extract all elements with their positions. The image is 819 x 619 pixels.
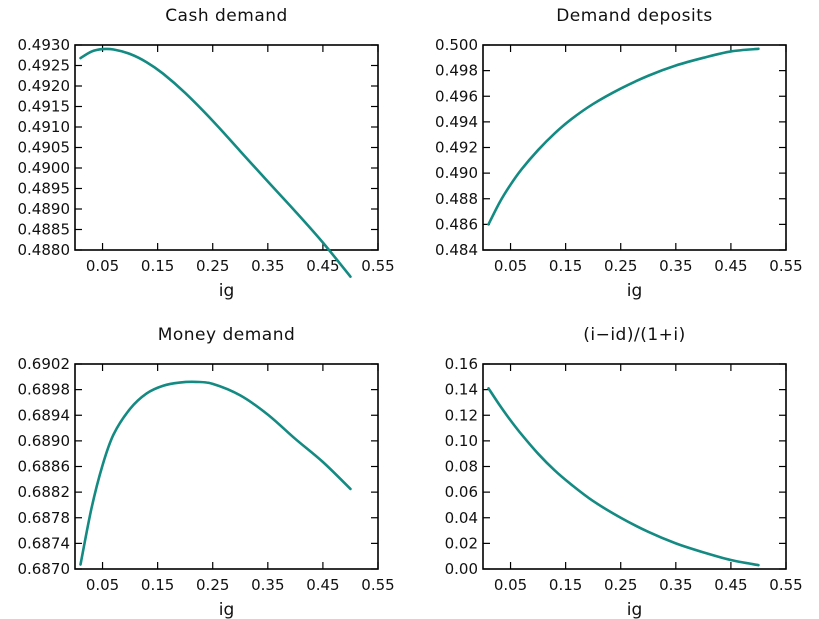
money-demand-y-tick-label: 0.6874 bbox=[18, 534, 71, 552]
demand-deposits-y-tick-label: 0.496 bbox=[435, 87, 478, 105]
cash-demand-x-tick-label: 0.35 bbox=[251, 257, 284, 275]
money-demand-x-tick-label: 0.25 bbox=[196, 576, 229, 594]
demand-deposits-x-tick-label: 0.05 bbox=[494, 257, 527, 275]
demand-deposits-title: Demand deposits bbox=[556, 6, 713, 26]
interest-spread-y-tick-label: 0.14 bbox=[445, 381, 478, 399]
cash-demand-y-tick-label: 0.4880 bbox=[18, 241, 71, 259]
demand-deposits-x-tick-label: 0.55 bbox=[769, 257, 802, 275]
money-demand-series-line bbox=[79, 380, 352, 566]
interest-spread-series-line bbox=[487, 387, 760, 567]
money-demand-y-tick-label: 0.6898 bbox=[18, 381, 71, 399]
money-demand-y-tick-label: 0.6878 bbox=[18, 509, 71, 527]
interest-spread-y-tick-label: 0.10 bbox=[445, 432, 478, 450]
cash-demand-y-tick-label: 0.4885 bbox=[18, 221, 71, 239]
money-demand-x-tick-label: 0.35 bbox=[251, 576, 284, 594]
cash-demand-y-tick-label: 0.4925 bbox=[18, 57, 71, 75]
money-demand-y-tick-label: 0.6894 bbox=[18, 406, 71, 424]
interest-spread-y-tick-label: 0.04 bbox=[445, 509, 478, 527]
interest-spread-y-tick-label: 0.00 bbox=[445, 560, 478, 578]
cash-demand-y-tick-label: 0.4920 bbox=[18, 77, 71, 95]
demand-deposits-x-tick-label: 0.35 bbox=[659, 257, 692, 275]
demand-deposits-y-tick-label: 0.500 bbox=[435, 36, 478, 54]
interest-spread-x-tick-label: 0.05 bbox=[494, 576, 527, 594]
demand-deposits-y-tick-label: 0.484 bbox=[435, 241, 478, 259]
cash-demand-y-tick-label: 0.4930 bbox=[18, 36, 71, 54]
money-demand-x-tick-label: 0.05 bbox=[86, 576, 119, 594]
money-demand-y-tick-label: 0.6890 bbox=[18, 432, 71, 450]
cash-demand-x-tick-label: 0.45 bbox=[306, 257, 339, 275]
money-demand-y-tick-label: 0.6870 bbox=[18, 560, 71, 578]
demand-deposits-x-tick-label: 0.15 bbox=[549, 257, 582, 275]
cash-demand-y-tick-label: 0.4915 bbox=[18, 98, 71, 116]
cash-demand-y-tick-label: 0.4900 bbox=[18, 159, 71, 177]
demand-deposits-series-line bbox=[487, 47, 760, 226]
cash-demand-x-tick-label: 0.55 bbox=[361, 257, 394, 275]
interest-spread-x-tick-label: 0.45 bbox=[714, 576, 747, 594]
interest-spread-y-tick-label: 0.16 bbox=[445, 355, 478, 373]
demand-deposits-x-axis-label: ig bbox=[627, 281, 643, 301]
money-demand-y-tick-label: 0.6886 bbox=[18, 458, 71, 476]
demand-deposits-x-tick-label: 0.45 bbox=[714, 257, 747, 275]
money-demand-y-tick-label: 0.6882 bbox=[18, 483, 71, 501]
cash-demand-panel: Cash demand 0.05 0.15 0.25 0.35 0.45 0.55 0.488… bbox=[18, 6, 395, 301]
money-demand-x-axis-label: ig bbox=[219, 600, 235, 619]
interest-spread-y-tick-label: 0.08 bbox=[445, 458, 478, 476]
demand-deposits-y-tick-label: 0.494 bbox=[435, 113, 478, 131]
money-demand-x-tick-label: 0.45 bbox=[306, 576, 339, 594]
demand-deposits-x-tick-label: 0.25 bbox=[604, 257, 637, 275]
demand-deposits-y-tick-label: 0.492 bbox=[435, 139, 478, 157]
interest-spread-y-tick-label: 0.06 bbox=[445, 483, 478, 501]
cash-demand-plot-frame bbox=[74, 44, 379, 251]
cash-demand-y-tick-label: 0.4895 bbox=[18, 180, 71, 198]
cash-demand-x-tick-label: 0.25 bbox=[196, 257, 229, 275]
cash-demand-x-axis-label: ig bbox=[219, 281, 235, 301]
cash-demand-y-tick-label: 0.4905 bbox=[18, 139, 71, 157]
money-demand-x-tick-label: 0.15 bbox=[141, 576, 174, 594]
cash-demand-title: Cash demand bbox=[165, 6, 288, 26]
money-demand-panel: Money demand 0.05 0.15 0.25 0.35 0.45 0.55 0.68… bbox=[18, 325, 395, 619]
demand-deposits-y-tick-label: 0.490 bbox=[435, 164, 478, 182]
interest-spread-y-tick-label: 0.12 bbox=[445, 406, 478, 424]
demand-deposits-plot-frame bbox=[482, 44, 787, 251]
interest-spread-x-tick-label: 0.55 bbox=[769, 576, 802, 594]
cash-demand-y-tick-label: 0.4910 bbox=[18, 118, 71, 136]
demand-deposits-y-tick-label: 0.488 bbox=[435, 190, 478, 208]
demand-deposits-panel: Demand deposits 0.05 0.15 0.25 0.35 0.45 0.55 0… bbox=[435, 6, 803, 301]
interest-spread-x-tick-label: 0.25 bbox=[604, 576, 637, 594]
money-demand-plot-frame bbox=[74, 363, 379, 570]
interest-spread-panel: (i−id)/(1+i) 0.05 0.15 0.25 0.35 0.45 0.55 0.00… bbox=[445, 325, 803, 619]
money-demand-title: Money demand bbox=[158, 325, 296, 345]
interest-spread-x-axis-label: ig bbox=[627, 600, 643, 619]
interest-spread-x-tick-label: 0.15 bbox=[549, 576, 582, 594]
demand-deposits-y-tick-label: 0.498 bbox=[435, 62, 478, 80]
money-demand-y-tick-label: 0.6902 bbox=[18, 355, 71, 373]
cash-demand-x-tick-label: 0.15 bbox=[141, 257, 174, 275]
cash-demand-y-tick-label: 0.4890 bbox=[18, 200, 71, 218]
cash-demand-x-tick-label: 0.05 bbox=[86, 257, 119, 275]
cash-demand-series-line bbox=[79, 47, 352, 278]
money-demand-x-tick-label: 0.55 bbox=[361, 576, 394, 594]
interest-spread-y-tick-label: 0.02 bbox=[445, 534, 478, 552]
demand-deposits-y-tick-label: 0.486 bbox=[435, 215, 478, 233]
interest-spread-title: (i−id)/(1+i) bbox=[583, 325, 686, 345]
interest-spread-plot-frame bbox=[482, 363, 787, 570]
interest-spread-x-tick-label: 0.35 bbox=[659, 576, 692, 594]
